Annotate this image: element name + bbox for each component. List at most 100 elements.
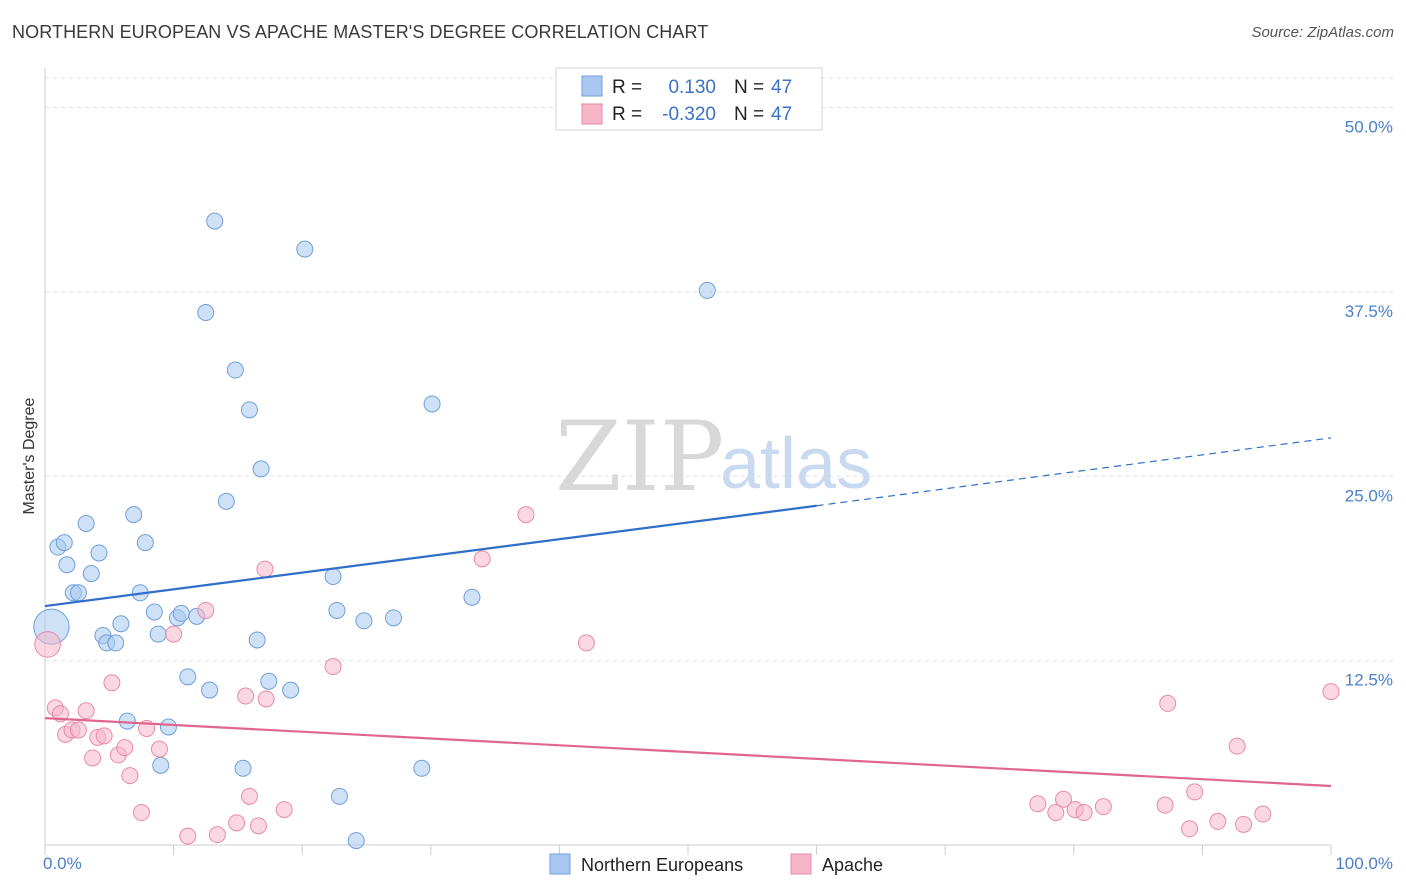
- x-tick-label-max: 100.0%: [1335, 854, 1393, 873]
- northern-european-point: [234, 759, 252, 777]
- y-tick-label: 37.5%: [1345, 302, 1393, 321]
- apache-point: [237, 687, 255, 705]
- apache-point: [517, 506, 535, 524]
- apache-point: [121, 767, 139, 785]
- northern-european-trendline: [44, 504, 817, 608]
- northern-european-point: [282, 681, 300, 699]
- apache-point: [150, 740, 168, 758]
- apache-point: [1186, 783, 1204, 801]
- bottom-legend-swatch-apache: [790, 853, 812, 875]
- apache-point: [103, 674, 121, 692]
- grid-layer: [45, 77, 1395, 662]
- apache-point: [1254, 805, 1272, 823]
- northern-european-point: [197, 304, 215, 322]
- northern-european-point: [355, 612, 373, 630]
- apache-point: [208, 826, 226, 844]
- apache-point: [1055, 790, 1073, 808]
- northern-european-point: [58, 556, 76, 574]
- apache-point: [197, 601, 215, 619]
- apache-point: [95, 727, 113, 745]
- apache-point: [1047, 804, 1065, 822]
- y-tick-label: 50.0%: [1345, 118, 1393, 137]
- northern-european-point: [90, 544, 108, 562]
- apache-point: [1235, 815, 1253, 833]
- apache-point: [257, 690, 275, 708]
- apache-point: [69, 721, 87, 739]
- watermark-atlas: atlas: [720, 424, 872, 504]
- apache-point: [1094, 798, 1112, 816]
- trend-layer: [44, 437, 1332, 788]
- northern-european-point: [69, 584, 87, 602]
- northern-european-point: [226, 361, 244, 379]
- legend-swatch-northern: [581, 75, 603, 97]
- legend-n-value-northern: 47: [771, 77, 792, 98]
- bottom-legend-swatch-northern: [549, 853, 571, 875]
- northern-european-point: [217, 492, 235, 510]
- apache-point: [1322, 683, 1340, 701]
- northern-european-point: [107, 634, 125, 652]
- northern-european-point: [698, 281, 716, 299]
- legend-bottom: Northern Europeans Apache: [549, 853, 883, 875]
- northern-european-point: [347, 832, 365, 850]
- apache-point: [473, 550, 491, 568]
- apache-point: [1156, 796, 1174, 814]
- bottom-legend-label-apache: Apache: [822, 855, 883, 875]
- northern-european-point: [145, 603, 163, 621]
- northern-european-point: [206, 212, 224, 230]
- apache-point: [275, 801, 293, 819]
- apache-point: [228, 814, 246, 832]
- northern-european-point: [260, 672, 278, 690]
- apache-point: [165, 625, 183, 643]
- y-axis-label: Master's Degree: [21, 397, 38, 514]
- northern-european-point: [77, 514, 95, 532]
- y-tick-label: 12.5%: [1345, 671, 1393, 690]
- apache-point: [1228, 737, 1246, 755]
- legend-n-label-apache: N =: [734, 104, 764, 125]
- watermark: ZIP atlas: [555, 401, 872, 513]
- northern-european-point: [463, 588, 481, 606]
- apache-point: [249, 817, 267, 835]
- northern-european-point: [179, 668, 197, 686]
- y-tick-label: 25.0%: [1345, 486, 1393, 505]
- apache-trendline: [44, 717, 1332, 788]
- northern-european-point: [136, 534, 154, 552]
- northern-european-point: [248, 631, 266, 649]
- apache-point: [34, 631, 61, 658]
- northern-european-point: [330, 787, 348, 805]
- axes-layer: 12.5% 25.0% 37.5% 50.0% 0.0% 100.0%: [43, 68, 1393, 873]
- legend-top: R = 0.130 N = 47 R = -0.320 N = 47: [555, 67, 823, 131]
- northern-european-point: [413, 759, 431, 777]
- x-tick-label-min: 0.0%: [43, 854, 82, 873]
- northern-european-point: [324, 568, 342, 586]
- source-label: Source: ZipAtlas.com: [1251, 24, 1394, 41]
- watermark-zip: ZIP: [555, 401, 724, 513]
- northern-european-point: [149, 625, 167, 643]
- northern-european-point: [385, 609, 403, 627]
- legend-n-label-northern: N =: [734, 77, 764, 98]
- legend-r-value-apache: -0.320: [662, 104, 716, 125]
- northern-european-point: [328, 601, 346, 619]
- northern-european-point: [82, 565, 100, 583]
- bottom-legend-label-northern: Northern Europeans: [581, 855, 743, 875]
- apache-point: [1075, 804, 1093, 822]
- apache-point: [77, 702, 95, 720]
- legend-swatch-apache: [581, 103, 603, 125]
- northern-european-point: [152, 756, 170, 774]
- northern-european-point: [423, 395, 441, 413]
- apache-point: [132, 804, 150, 822]
- legend-n-value-apache: 47: [771, 104, 792, 125]
- apache-point: [1181, 820, 1199, 838]
- apache-point: [577, 634, 595, 652]
- apache-point: [1209, 812, 1227, 830]
- points-layer: [33, 212, 1340, 850]
- northern-european-point: [252, 460, 270, 478]
- apache-point: [1029, 795, 1047, 813]
- apache-point: [179, 827, 197, 845]
- northern-european-point: [201, 681, 219, 699]
- northern-european-point: [240, 401, 258, 419]
- apache-point: [1159, 694, 1177, 712]
- apache-point: [84, 749, 102, 767]
- northern-european-point: [159, 718, 177, 736]
- apache-point: [116, 739, 134, 757]
